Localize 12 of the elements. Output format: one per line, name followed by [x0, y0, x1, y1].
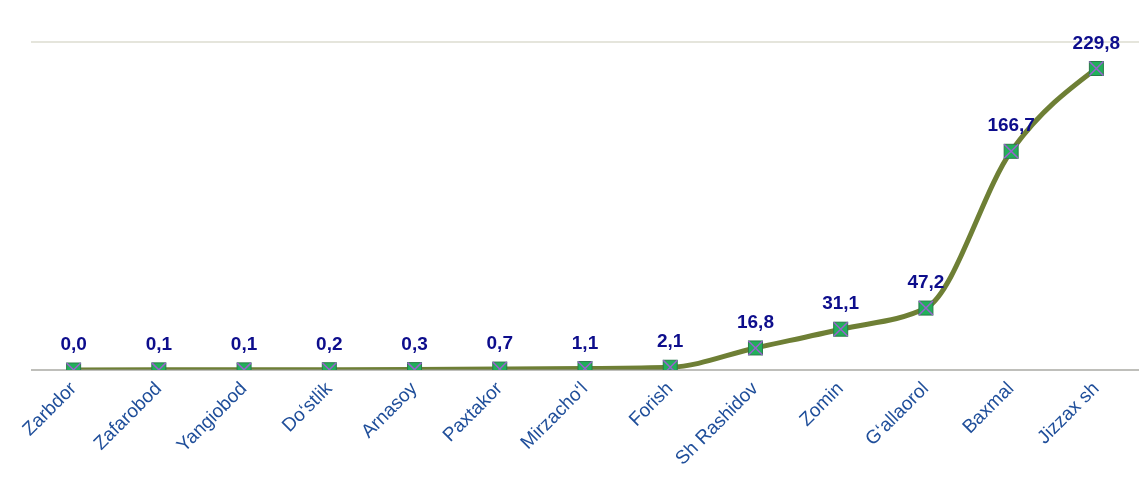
data-label: 31,1 — [822, 292, 860, 314]
data-label: 47,2 — [907, 271, 945, 293]
data-label: 0,1 — [145, 332, 173, 354]
data-label: 0,2 — [316, 332, 343, 354]
data-label: 229,8 — [1072, 31, 1121, 53]
data-label: 0,3 — [401, 332, 428, 354]
data-label: 2,1 — [657, 330, 684, 352]
data-label: 0,0 — [60, 333, 87, 354]
data-label: 16,8 — [736, 310, 774, 332]
data-label: 0,7 — [486, 332, 513, 354]
data-label: 1,1 — [571, 331, 599, 353]
data-label: 0,1 — [230, 332, 258, 354]
